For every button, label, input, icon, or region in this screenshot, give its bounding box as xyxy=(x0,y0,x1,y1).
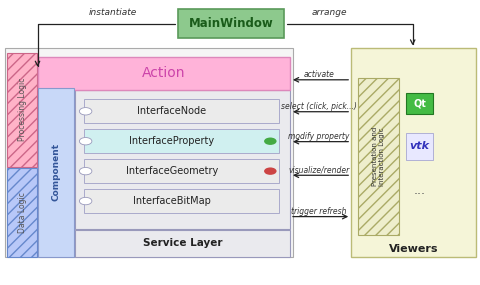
Text: MainWindow: MainWindow xyxy=(188,17,273,30)
Circle shape xyxy=(79,198,92,205)
Bar xyxy=(406,93,432,114)
Text: Processing Logic: Processing Logic xyxy=(18,78,26,141)
Text: InterfaceBitMap: InterfaceBitMap xyxy=(132,196,210,206)
Text: Service Layer: Service Layer xyxy=(142,238,222,248)
Circle shape xyxy=(264,168,276,175)
Text: instantiate: instantiate xyxy=(89,8,137,17)
Circle shape xyxy=(79,168,92,175)
Text: InterfaceGeometry: InterfaceGeometry xyxy=(125,166,217,176)
Bar xyxy=(84,99,278,123)
Text: activate: activate xyxy=(303,70,334,80)
Text: Component: Component xyxy=(51,143,60,201)
Text: vtk: vtk xyxy=(409,141,429,151)
Bar xyxy=(350,48,475,256)
Text: Data Logic: Data Logic xyxy=(18,192,26,233)
Bar xyxy=(178,9,283,38)
Bar xyxy=(37,88,73,256)
Bar xyxy=(358,78,398,235)
Text: Qt: Qt xyxy=(412,98,425,108)
Text: Viewers: Viewers xyxy=(388,244,437,255)
Text: Presentation and
Interaction Logic: Presentation and Interaction Logic xyxy=(372,127,384,186)
Text: Action: Action xyxy=(142,66,185,80)
Bar xyxy=(7,168,37,256)
Text: select (click, pick...): select (click, pick...) xyxy=(280,102,356,111)
Bar xyxy=(37,57,289,90)
Text: visualize/render: visualize/render xyxy=(288,166,349,175)
Text: ...: ... xyxy=(413,184,424,198)
Circle shape xyxy=(264,137,276,145)
Bar xyxy=(84,129,278,153)
Bar xyxy=(84,189,278,213)
Text: trigger refresh: trigger refresh xyxy=(290,207,346,216)
Bar xyxy=(84,159,278,183)
Bar xyxy=(5,48,293,256)
Bar xyxy=(7,53,37,167)
Text: modify property: modify property xyxy=(288,132,349,141)
Bar xyxy=(406,133,432,160)
Text: InterfaceNode: InterfaceNode xyxy=(137,106,206,116)
Circle shape xyxy=(79,108,92,115)
Bar xyxy=(74,230,289,256)
Circle shape xyxy=(79,137,92,145)
Text: arrange: arrange xyxy=(311,8,347,17)
Bar xyxy=(74,90,289,229)
Text: InterfaceProperty: InterfaceProperty xyxy=(129,136,214,146)
